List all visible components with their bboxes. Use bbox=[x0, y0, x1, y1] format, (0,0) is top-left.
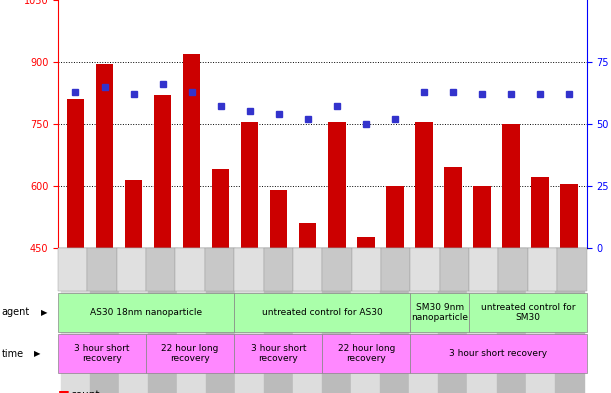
Text: 3 hour short
recovery: 3 hour short recovery bbox=[75, 344, 130, 364]
Bar bbox=[293, 248, 323, 393]
Text: 22 hour long
recovery: 22 hour long recovery bbox=[161, 344, 219, 364]
Text: 3 hour short
recovery: 3 hour short recovery bbox=[251, 344, 306, 364]
Bar bbox=[90, 248, 119, 393]
Bar bbox=[555, 248, 584, 393]
Bar bbox=[125, 180, 142, 393]
Bar bbox=[467, 248, 497, 393]
Text: 22 hour long
recovery: 22 hour long recovery bbox=[338, 344, 395, 364]
Bar bbox=[154, 95, 171, 393]
Text: agent: agent bbox=[2, 307, 30, 318]
Bar bbox=[323, 248, 351, 393]
Bar bbox=[67, 99, 84, 393]
Bar bbox=[148, 248, 177, 393]
Text: SM30 9nm
nanoparticle: SM30 9nm nanoparticle bbox=[411, 303, 468, 322]
Bar bbox=[351, 248, 381, 393]
Bar bbox=[299, 223, 316, 393]
Bar bbox=[357, 237, 375, 393]
Text: untreated control for
SM30: untreated control for SM30 bbox=[481, 303, 575, 322]
Bar bbox=[183, 53, 200, 393]
Bar bbox=[560, 184, 578, 393]
Bar bbox=[474, 185, 491, 393]
Bar bbox=[409, 248, 439, 393]
Bar bbox=[502, 124, 520, 393]
Text: 3 hour short recovery: 3 hour short recovery bbox=[450, 349, 547, 358]
Bar bbox=[270, 190, 287, 393]
Bar bbox=[439, 248, 467, 393]
Bar bbox=[119, 248, 148, 393]
Text: ■: ■ bbox=[58, 388, 70, 393]
Bar bbox=[525, 248, 555, 393]
Bar bbox=[96, 64, 113, 393]
Bar bbox=[532, 177, 549, 393]
Text: count: count bbox=[70, 390, 100, 393]
Bar bbox=[241, 122, 258, 393]
Bar bbox=[386, 185, 404, 393]
Bar bbox=[264, 248, 293, 393]
Text: time: time bbox=[2, 349, 24, 359]
Text: untreated control for AS30: untreated control for AS30 bbox=[262, 308, 382, 317]
Text: ▶: ▶ bbox=[41, 308, 48, 317]
Bar bbox=[444, 167, 462, 393]
Text: AS30 18nm nanoparticle: AS30 18nm nanoparticle bbox=[90, 308, 202, 317]
Bar bbox=[415, 122, 433, 393]
Text: ▶: ▶ bbox=[34, 349, 40, 358]
Bar bbox=[177, 248, 206, 393]
Bar bbox=[61, 248, 90, 393]
Bar bbox=[328, 122, 346, 393]
Bar bbox=[381, 248, 409, 393]
Bar bbox=[212, 169, 229, 393]
Bar bbox=[497, 248, 525, 393]
Bar bbox=[206, 248, 235, 393]
Bar bbox=[235, 248, 264, 393]
